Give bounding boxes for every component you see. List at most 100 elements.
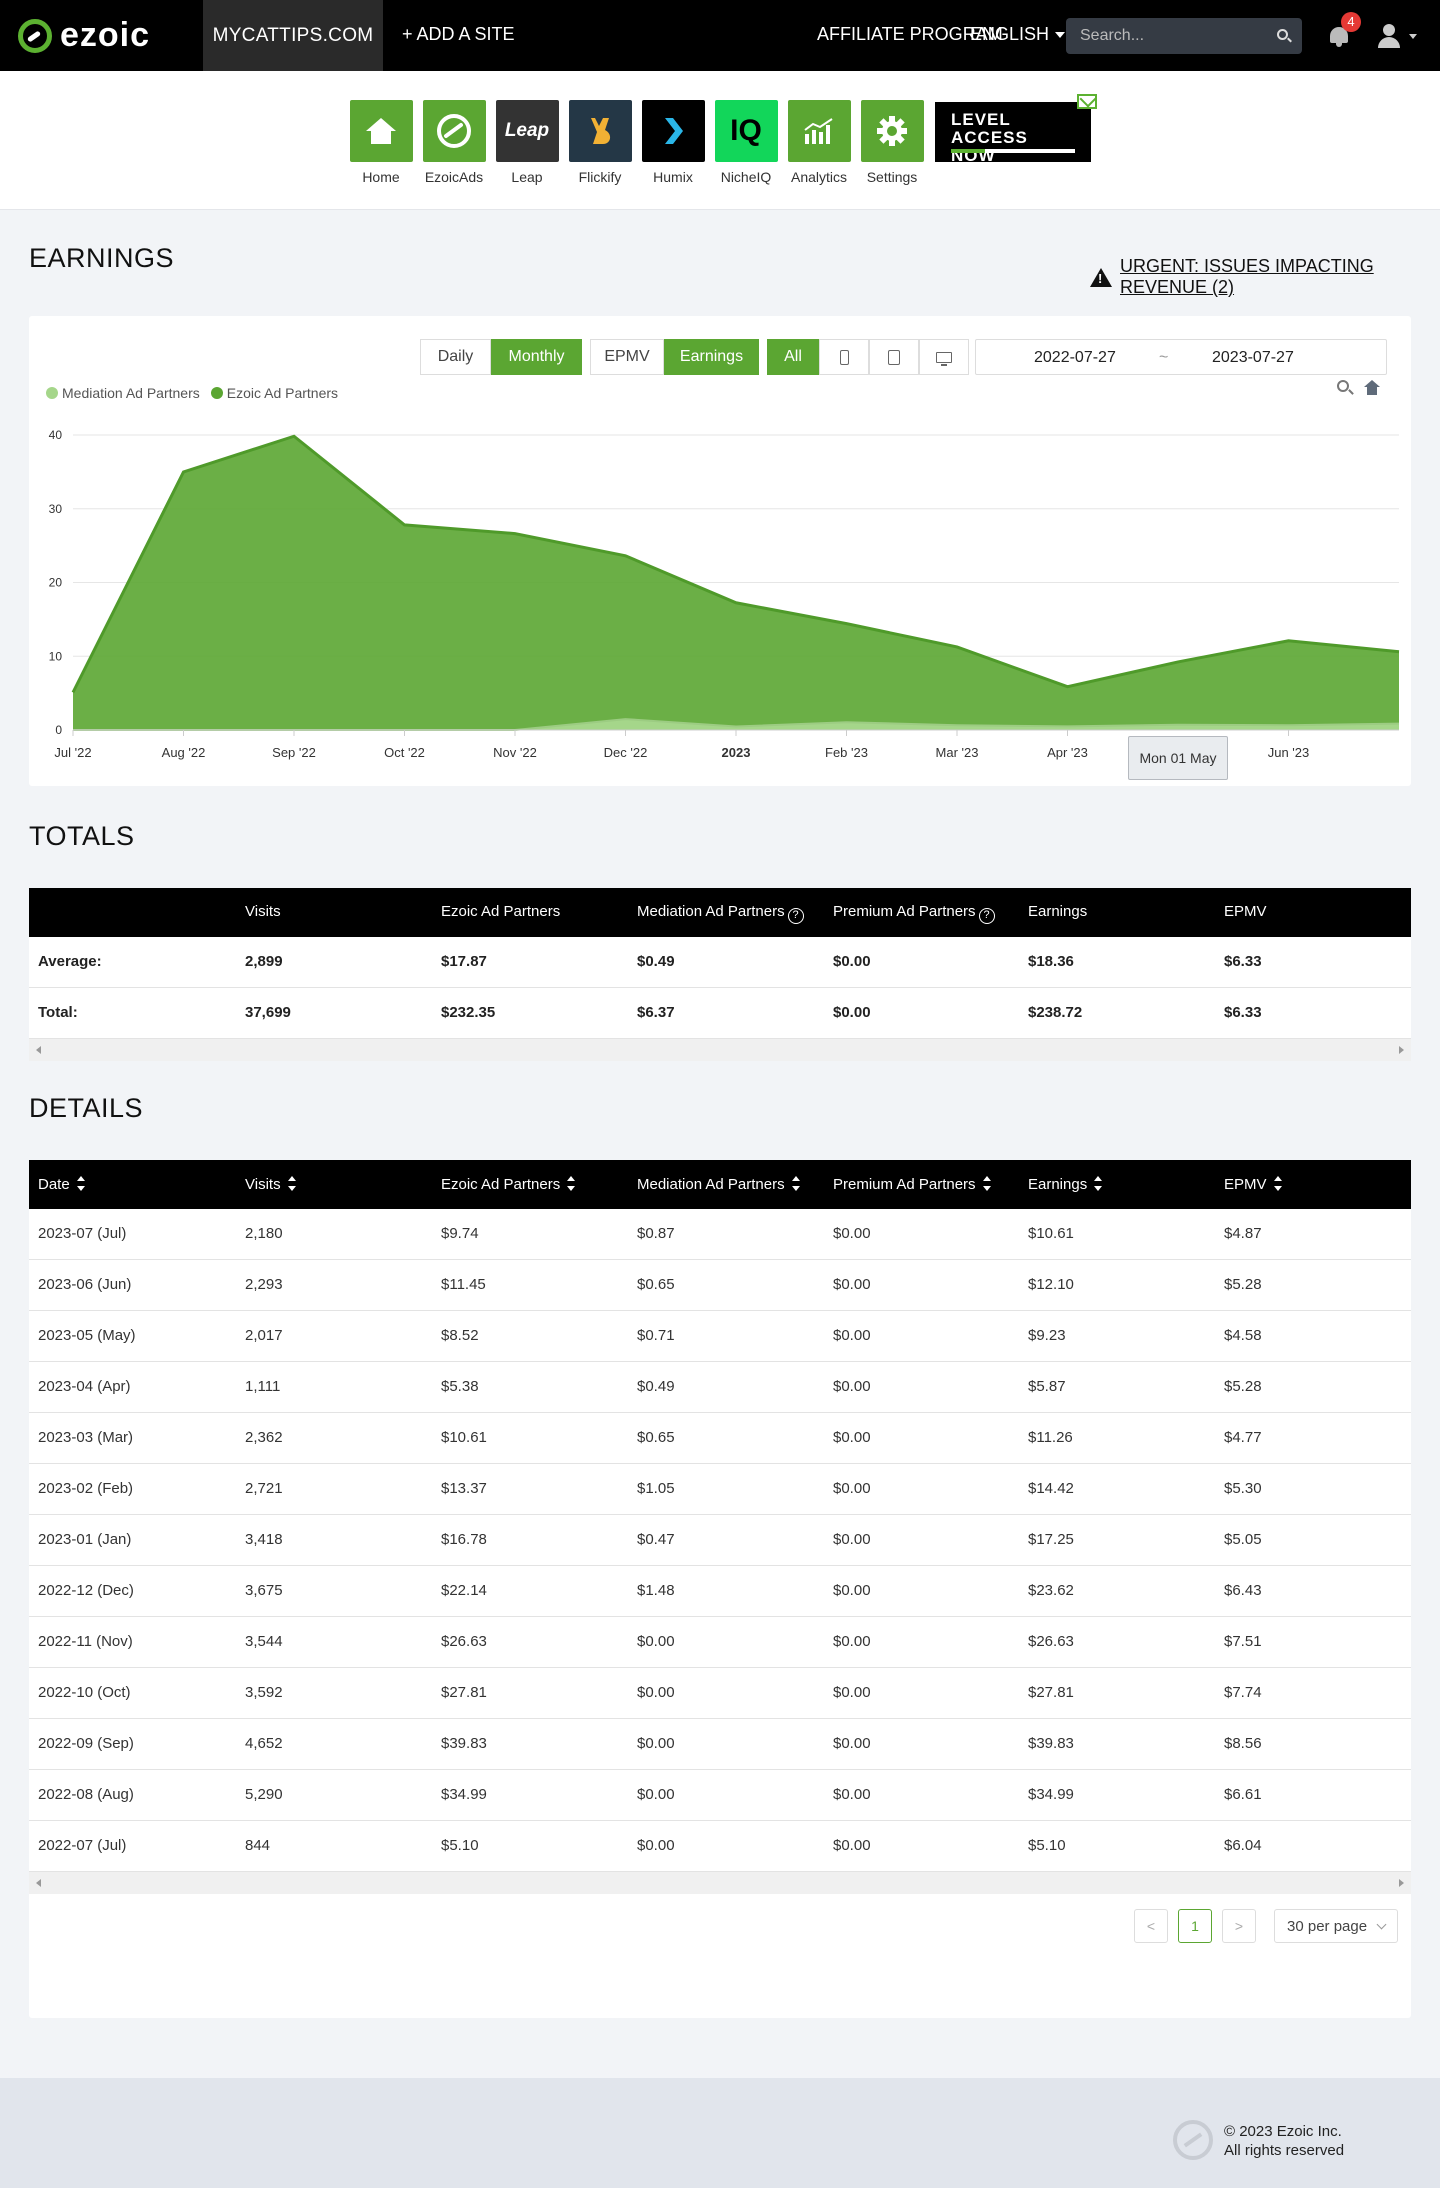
- sort-visits[interactable]: Visits: [245, 1175, 296, 1193]
- header-label: Ezoic Ad Partners: [441, 1176, 561, 1193]
- help-icon[interactable]: ?: [978, 908, 995, 924]
- series-line-ezoic-ad-partners: [71, 434, 1400, 694]
- details-footer-card: [29, 1888, 1411, 2018]
- table-cell: $27.81: [1028, 1684, 1074, 1701]
- site-selector[interactable]: MYCATTIPS.COM: [203, 0, 383, 71]
- footer-line2: All rights reserved: [1224, 2142, 1345, 2159]
- bell-icon[interactable]: [1328, 24, 1350, 48]
- totals-row: Total: 37,699 $232.35 $6.37 $0.00 $238.72 $6.3…: [29, 988, 1411, 1039]
- table-cell: $7.74: [1224, 1684, 1262, 1701]
- all-devices-button[interactable]: All: [767, 339, 819, 375]
- user-menu-chevron-icon[interactable]: [1409, 34, 1417, 39]
- table-cell: $6.37: [637, 1004, 675, 1021]
- table-cell: $12.10: [1028, 1276, 1074, 1293]
- scroll-right-icon[interactable]: [1399, 1879, 1404, 1887]
- epmv-button[interactable]: EPMV: [590, 339, 664, 375]
- desktop-button[interactable]: [919, 339, 969, 375]
- chart-legend: Mediation Ad Partners Ezoic Ad Partners: [46, 385, 338, 401]
- app-label: Settings: [866, 169, 918, 185]
- details-title: DETAILS: [29, 1093, 144, 1123]
- sort-earnings[interactable]: Earnings: [1028, 1175, 1103, 1193]
- next-page-button[interactable]: >: [1222, 1909, 1256, 1943]
- table-row: 2023-01 (Jan) 3,418 $16.78 $0.47 $0.00 $17.25…: [29, 1515, 1411, 1566]
- search-icon[interactable]: [1277, 29, 1288, 40]
- x-tick-label: Feb '23: [825, 745, 868, 760]
- table-cell: 2023-04 (Apr): [38, 1378, 131, 1395]
- language-dropdown[interactable]: ENGLISH: [970, 24, 1066, 45]
- table-cell: $4.77: [1224, 1429, 1262, 1446]
- mobile-button[interactable]: [819, 339, 869, 375]
- totals-header-row: Visits Ezoic Ad Partners Mediation Ad Pa…: [29, 888, 1411, 937]
- scroll-right-icon[interactable]: [1399, 1046, 1404, 1054]
- nicheiq-icon: IQ: [714, 100, 778, 162]
- add-site-link[interactable]: + ADD A SITE: [402, 24, 515, 44]
- app-label: Home: [362, 169, 400, 185]
- sort-epmv[interactable]: EPMV: [1224, 1175, 1282, 1193]
- app-settings[interactable]: Settings: [860, 100, 924, 185]
- page-1-button[interactable]: 1: [1178, 1909, 1212, 1943]
- horizontal-scrollbar[interactable]: [29, 1039, 1411, 1061]
- app-label: EzoicAds: [424, 169, 484, 185]
- header-ezoic: Ezoic Ad Partners: [441, 903, 561, 920]
- user-avatar-icon[interactable]: [1378, 24, 1400, 48]
- table-row: 2022-07 (Jul) 844 $5.10 $0.00 $0.00 $5.10 $6.0…: [29, 1821, 1411, 1872]
- table-cell: $5.38: [441, 1378, 479, 1395]
- help-icon[interactable]: ?: [787, 908, 804, 924]
- scroll-left-icon[interactable]: [36, 1879, 41, 1887]
- sort-date[interactable]: Date: [38, 1175, 85, 1193]
- totals-body: Average: 2,899 $17.87 $0.49 $0.00 $18.36 $6.33…: [29, 937, 1411, 1039]
- per-page-select[interactable]: 30 per page: [1274, 1909, 1398, 1943]
- sort-mediation[interactable]: Mediation Ad Partners: [637, 1175, 800, 1193]
- app-flickify[interactable]: Flickify: [568, 100, 632, 185]
- search-input[interactable]: [1066, 18, 1256, 54]
- app-leap[interactable]: Leap Leap: [495, 100, 559, 185]
- table-cell: $0.00: [833, 1633, 871, 1650]
- table-cell: 1,111: [245, 1378, 281, 1395]
- daily-button[interactable]: Daily: [420, 339, 491, 375]
- app-nicheiq[interactable]: IQ NicheIQ: [714, 100, 778, 185]
- urgent-issues-link[interactable]: URGENT: ISSUES IMPACTING REVENUE (2): [1090, 256, 1440, 298]
- scroll-left-icon[interactable]: [36, 1046, 41, 1054]
- prev-page-button[interactable]: <: [1134, 1909, 1168, 1943]
- horizontal-scrollbar[interactable]: [29, 1872, 1411, 1894]
- table-cell: 2,362: [245, 1429, 283, 1446]
- app-label: Analytics: [790, 169, 848, 185]
- earnings-button[interactable]: Earnings: [664, 339, 759, 375]
- app-ezoicads[interactable]: EzoicAds: [422, 100, 486, 185]
- y-tick-label: 40: [49, 428, 63, 442]
- mail-icon[interactable]: [1077, 94, 1097, 109]
- sort-premium[interactable]: Premium Ad Partners: [833, 1175, 991, 1193]
- header-earnings: Earnings: [1028, 903, 1088, 920]
- app-label: Flickify: [578, 169, 622, 185]
- table-cell: $0.00: [833, 1786, 871, 1803]
- tablet-icon: [888, 349, 900, 365]
- app-analytics[interactable]: Analytics: [787, 100, 851, 185]
- level-access-banner[interactable]: LEVEL ACCESS NOW: [935, 102, 1091, 165]
- table-row: 2023-03 (Mar) 2,362 $10.61 $0.65 $0.00 $11.26…: [29, 1413, 1411, 1464]
- table-cell: 2,017: [245, 1327, 283, 1344]
- table-cell: $9.23: [1028, 1327, 1066, 1344]
- device-toggle: All: [767, 339, 969, 375]
- tablet-button[interactable]: [869, 339, 919, 375]
- table-cell: $17.87: [441, 953, 487, 970]
- monthly-button[interactable]: Monthly: [491, 339, 582, 375]
- reset-zoom-home-icon[interactable]: [1364, 380, 1380, 396]
- affiliate-program-link[interactable]: AFFILIATE PROGRAM: [817, 24, 1003, 44]
- ezoic-logo[interactable]: ezoic: [18, 16, 150, 55]
- zoom-icon[interactable]: [1337, 380, 1349, 392]
- x-tick-label: Jun '23: [1268, 745, 1310, 760]
- x-tick-label: Nov '22: [493, 745, 537, 760]
- table-cell: $39.83: [1028, 1735, 1074, 1752]
- header-label: Earnings: [1028, 1176, 1088, 1193]
- x-tick-label: Sep '22: [272, 745, 316, 760]
- app-humix[interactable]: Humix: [641, 100, 705, 185]
- sort-ezoic[interactable]: Ezoic Ad Partners: [441, 1175, 576, 1193]
- date-range-picker[interactable]: 2022-07-27 ~ 2023-07-27: [975, 339, 1387, 375]
- metric-toggle: EPMV Earnings: [590, 339, 759, 375]
- totals-title: TOTALS: [29, 821, 135, 851]
- header-label: Date: [38, 1176, 70, 1193]
- legend-item-ezoic[interactable]: Ezoic Ad Partners: [210, 385, 338, 401]
- legend-item-mediation[interactable]: Mediation Ad Partners: [46, 385, 200, 401]
- app-home[interactable]: Home: [349, 100, 413, 185]
- table-cell: 2,180: [245, 1225, 283, 1242]
